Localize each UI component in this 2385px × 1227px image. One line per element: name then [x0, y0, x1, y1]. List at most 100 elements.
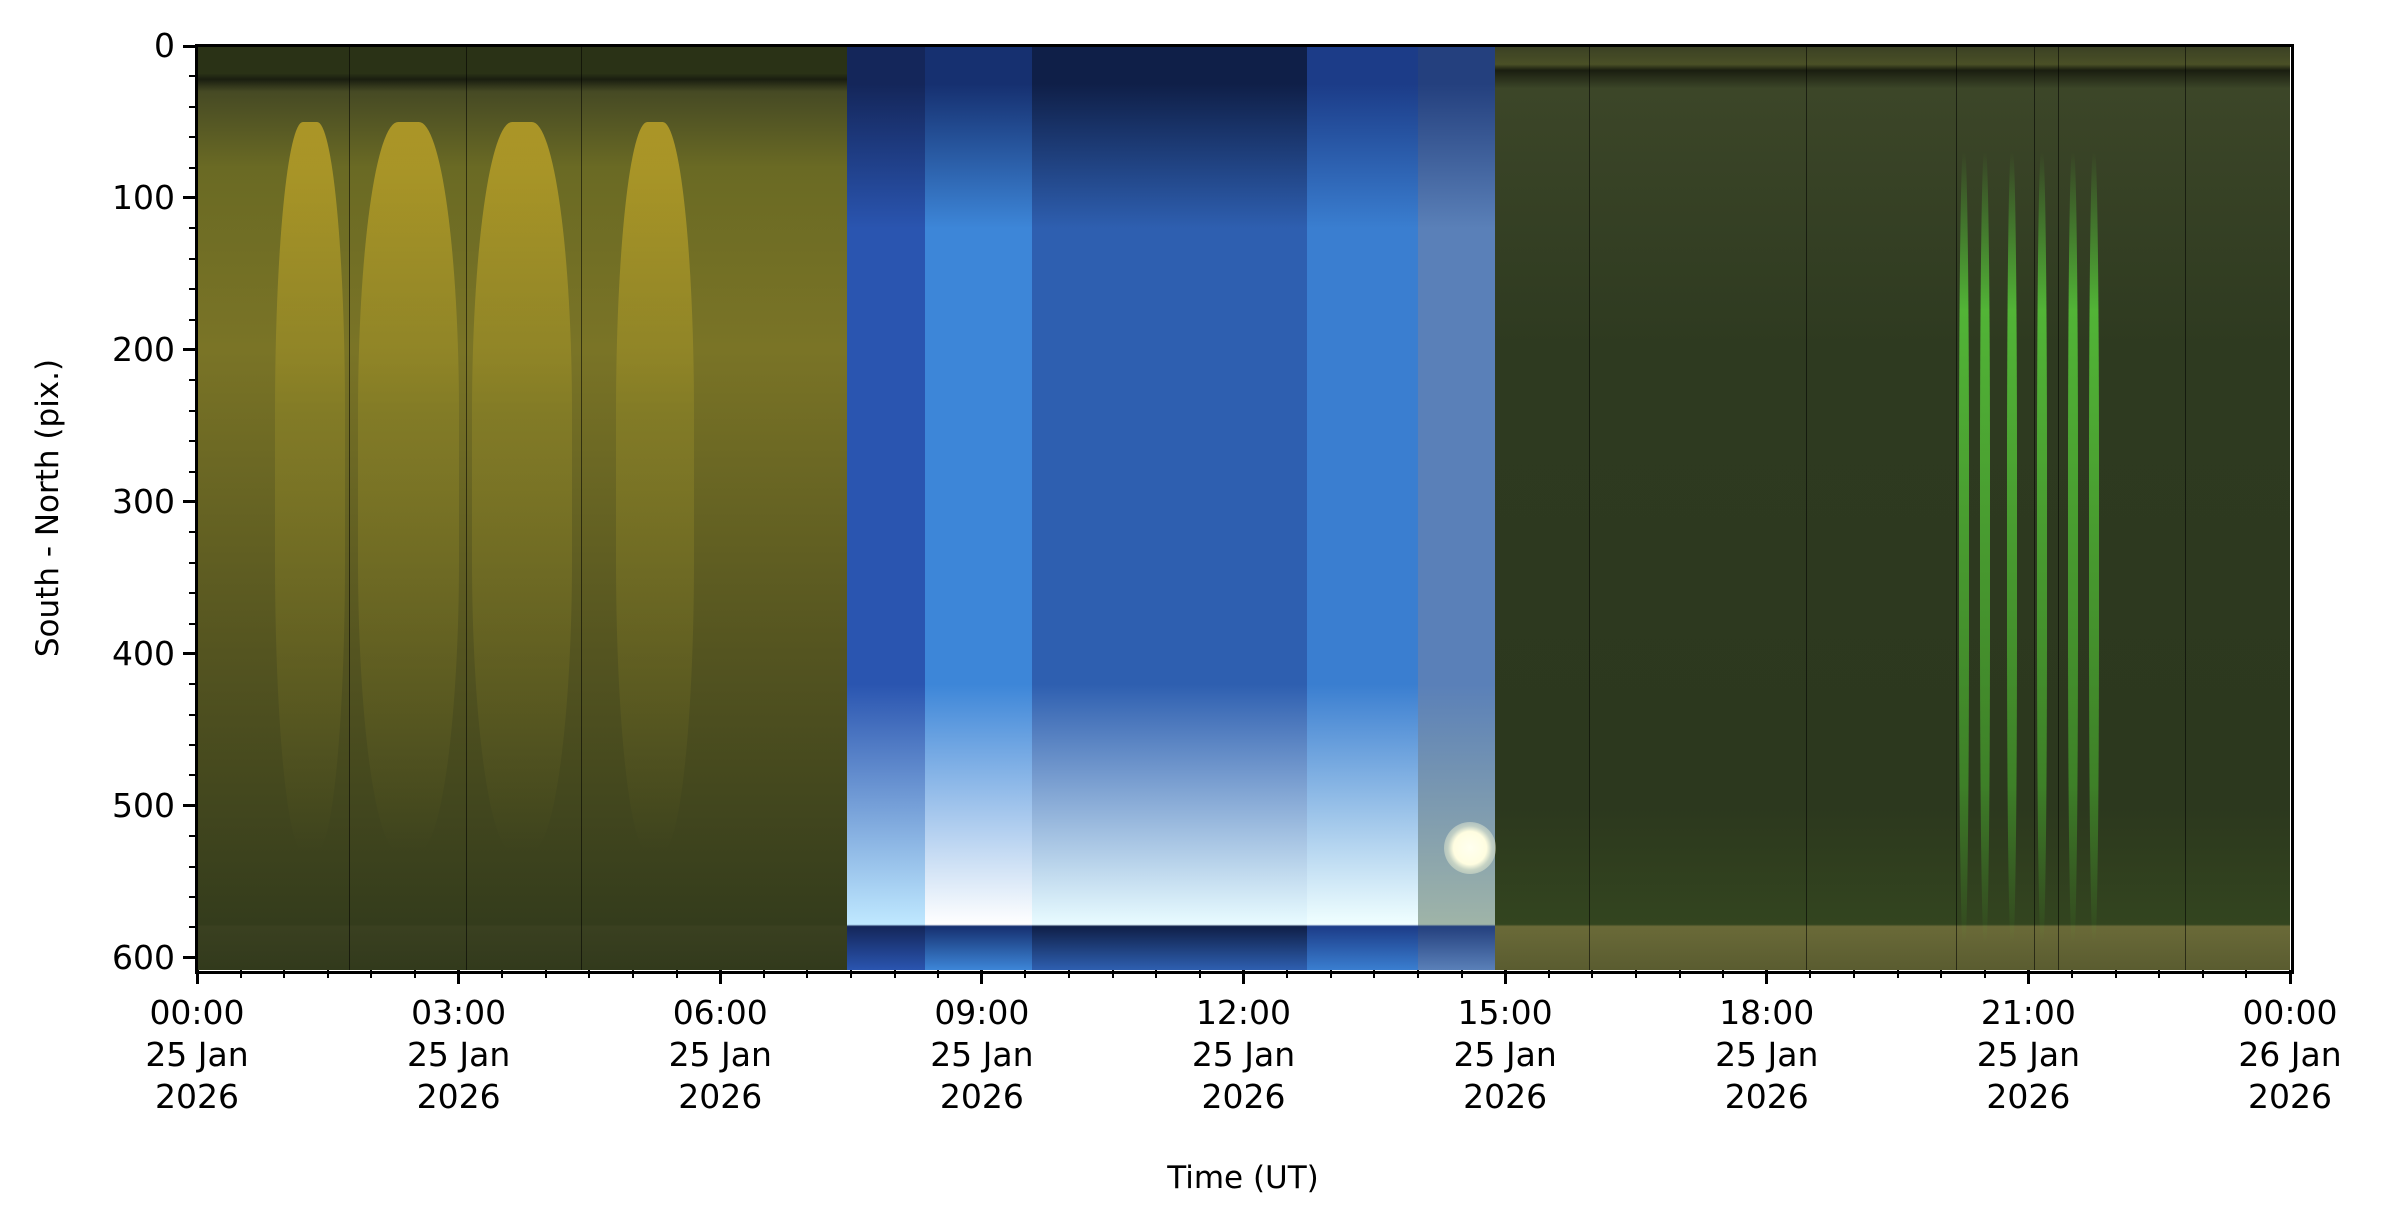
y-minor-tick [189, 896, 197, 899]
x-minor-tick [1896, 970, 1899, 978]
x-tick-label: 00:00 26 Jan 2026 [2190, 992, 2385, 1118]
y-minor-tick [189, 622, 197, 625]
x-major-tick [457, 970, 461, 984]
y-minor-tick [189, 227, 197, 230]
x-minor-tick [806, 970, 809, 978]
y-minor-tick [189, 926, 197, 929]
y-minor-tick [189, 318, 197, 321]
x-minor-tick [1068, 970, 1071, 978]
y-tick-label: 200 [112, 329, 175, 369]
x-tick-time: 03:00 [411, 993, 507, 1032]
x-tick-date: 25 Jan [1976, 1035, 2081, 1074]
x-minor-tick [370, 970, 373, 978]
x-minor-tick [2201, 970, 2204, 978]
x-minor-tick [1634, 970, 1637, 978]
x-minor-tick [1983, 970, 1986, 978]
x-tick-time: 00:00 [2242, 993, 2338, 1032]
x-tick-year: 2026 [416, 1077, 501, 1116]
x-tick-label: 09:00 25 Jan 2026 [882, 992, 1082, 1118]
x-tick-time: 21:00 [1980, 993, 2076, 1032]
y-minor-tick [189, 531, 197, 534]
x-tick-time: 00:00 [149, 993, 245, 1032]
x-tick-date: 25 Jan [1191, 1035, 1296, 1074]
x-tick-year: 2026 [1724, 1077, 1809, 1116]
y-minor-tick [189, 440, 197, 443]
data-gap-line [2185, 46, 2187, 970]
x-minor-tick [326, 970, 329, 978]
x-major-tick [195, 970, 199, 984]
x-minor-tick [675, 970, 678, 978]
y-minor-tick [189, 683, 197, 686]
y-minor-tick [189, 379, 197, 382]
x-minor-tick [1940, 970, 1943, 978]
data-gap-line [2033, 46, 2035, 970]
x-minor-tick [1547, 970, 1550, 978]
x-minor-tick [2070, 970, 2073, 978]
data-gap-line [580, 46, 582, 970]
x-minor-tick [414, 970, 417, 978]
x-minor-tick [1460, 970, 1463, 978]
y-tick-label: 600 [112, 937, 175, 977]
x-minor-tick [850, 970, 853, 978]
x-minor-tick [1111, 970, 1114, 978]
y-minor-tick [189, 288, 197, 291]
x-major-tick [980, 970, 984, 984]
x-major-tick [1765, 970, 1769, 984]
x-tick-year: 2026 [939, 1077, 1024, 1116]
x-minor-tick [893, 970, 896, 978]
x-minor-tick [544, 970, 547, 978]
y-minor-tick [189, 409, 197, 412]
x-tick-label: 15:00 25 Jan 2026 [1405, 992, 1605, 1118]
x-major-tick [2026, 970, 2030, 984]
image-segment [846, 46, 926, 970]
aurora-glow [471, 121, 572, 852]
y-major-tick [183, 956, 197, 960]
x-minor-tick [501, 970, 504, 978]
y-minor-tick [189, 744, 197, 747]
x-tick-label: 12:00 25 Jan 2026 [1144, 992, 1344, 1118]
x-major-tick [1242, 970, 1245, 984]
x-tick-year: 2026 [155, 1077, 239, 1116]
x-tick-year: 2026 [2248, 1077, 2332, 1116]
x-tick-time: 15:00 [1457, 993, 1553, 1032]
data-gap-line [1805, 46, 1807, 970]
y-minor-tick [189, 835, 197, 838]
x-tick-label: 18:00 25 Jan 2026 [1667, 992, 1867, 1118]
green-aurora-streak [2089, 152, 2100, 943]
x-minor-tick [1024, 970, 1027, 978]
x-tick-date: 26 Jan [2238, 1035, 2342, 1074]
x-minor-tick [1155, 970, 1158, 978]
y-minor-tick [189, 774, 197, 777]
x-tick-year: 2026 [678, 1077, 763, 1116]
x-minor-tick [937, 970, 940, 978]
x-axis-title: Time (UT) [1167, 1160, 1319, 1196]
x-tick-year: 2026 [1201, 1077, 1286, 1116]
image-segment [1032, 46, 1308, 970]
y-minor-tick [189, 470, 197, 473]
y-minor-tick [189, 75, 197, 78]
y-minor-tick [189, 561, 197, 564]
x-minor-tick [1329, 970, 1332, 978]
y-major-tick [183, 348, 197, 352]
x-tick-date: 25 Jan [145, 1035, 249, 1074]
y-tick-label: 400 [112, 633, 175, 673]
green-aurora-streak [1980, 152, 1991, 943]
data-gap-line [1588, 46, 1590, 970]
y-minor-tick [189, 136, 197, 139]
x-major-tick [718, 970, 722, 984]
y-major-tick [183, 652, 197, 656]
aurora-glow [358, 121, 459, 852]
x-minor-tick [1373, 970, 1376, 978]
x-tick-date: 25 Jan [930, 1035, 1034, 1074]
x-minor-tick [283, 970, 286, 978]
x-tick-label: 03:00 25 Jan 2026 [359, 992, 559, 1118]
x-tick-date: 25 Jan [406, 1035, 511, 1074]
green-aurora-streak [1958, 152, 1969, 943]
aurora-glow [275, 121, 346, 852]
x-tick-date: 25 Jan [1715, 1035, 1819, 1074]
y-tick-label: 0 [154, 26, 175, 65]
image-segment [1494, 46, 2290, 970]
x-minor-tick [2245, 970, 2248, 978]
x-tick-year: 2026 [1986, 1077, 2071, 1116]
x-minor-tick [762, 970, 765, 978]
